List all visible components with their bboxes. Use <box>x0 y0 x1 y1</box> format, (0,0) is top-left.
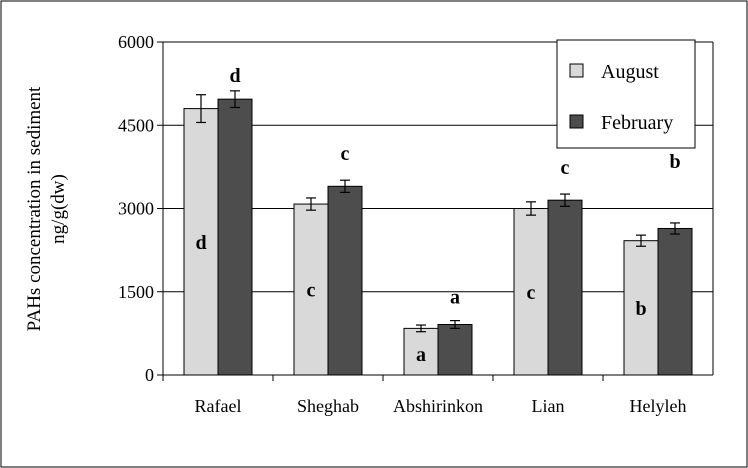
significance-letter-august-abshirinkon: a <box>416 344 426 366</box>
significance-letter-august-lian: c <box>527 282 536 304</box>
grid-layer <box>163 41 713 293</box>
y-axis-title-line-1: PAHs concentration in sediment <box>24 86 45 331</box>
significance-letter-february-lian: c <box>561 157 570 179</box>
legend-swatch-august <box>569 63 584 78</box>
significance-letter-february-sheghab: c <box>341 143 350 165</box>
bar-august-helyleh <box>623 240 659 376</box>
x-tick-label-sheghab: Sheghab <box>297 396 359 416</box>
legend: August February <box>556 39 696 149</box>
bar-february-sheghab <box>327 185 363 376</box>
significance-letter-february-abshirinkon: a <box>450 287 460 309</box>
significance-letter-august-helyleh: b <box>635 298 646 320</box>
x-tick-label-abshirinkon: Abshirinkon <box>393 396 483 416</box>
y-tick-label-3000: 3000 <box>118 199 154 219</box>
significance-letter-february-rafael: d <box>229 65 240 87</box>
legend-label-february: February <box>601 112 673 134</box>
x-tick-label-lian: Lian <box>532 396 565 416</box>
bar-august-abshirinkon <box>403 327 439 376</box>
bar-february-helyleh <box>657 227 693 376</box>
legend-label-august: August <box>601 61 659 83</box>
y-tick-label-1500: 1500 <box>118 282 154 302</box>
y-axis-title-line-2: ng/g(dw) <box>48 174 69 244</box>
bar-february-lian <box>547 199 583 376</box>
legend-swatch-february <box>569 114 584 129</box>
significance-letter-august-sheghab: c <box>307 280 316 302</box>
significance-letter-february-helyleh: b <box>669 151 680 173</box>
significance-letter-august-rafael: d <box>195 232 206 254</box>
y-tick-label-6000: 6000 <box>118 32 154 52</box>
x-tick-label-rafael: Rafael <box>195 396 242 416</box>
axes-layer: 0 1500 3000 4500 6000 Rafael Sheghab Abshirinko… <box>118 32 714 416</box>
bar-february-abshirinkon <box>437 323 473 376</box>
bar-august-sheghab <box>293 203 329 376</box>
y-tick-label-4500: 4500 <box>118 115 154 135</box>
legend-box <box>556 39 696 149</box>
x-tick-label-helyleh: Helyleh <box>630 396 687 416</box>
bar-august-lian <box>513 208 549 376</box>
bar-february-rafael <box>217 98 253 376</box>
y-tick-label-0: 0 <box>145 365 154 385</box>
